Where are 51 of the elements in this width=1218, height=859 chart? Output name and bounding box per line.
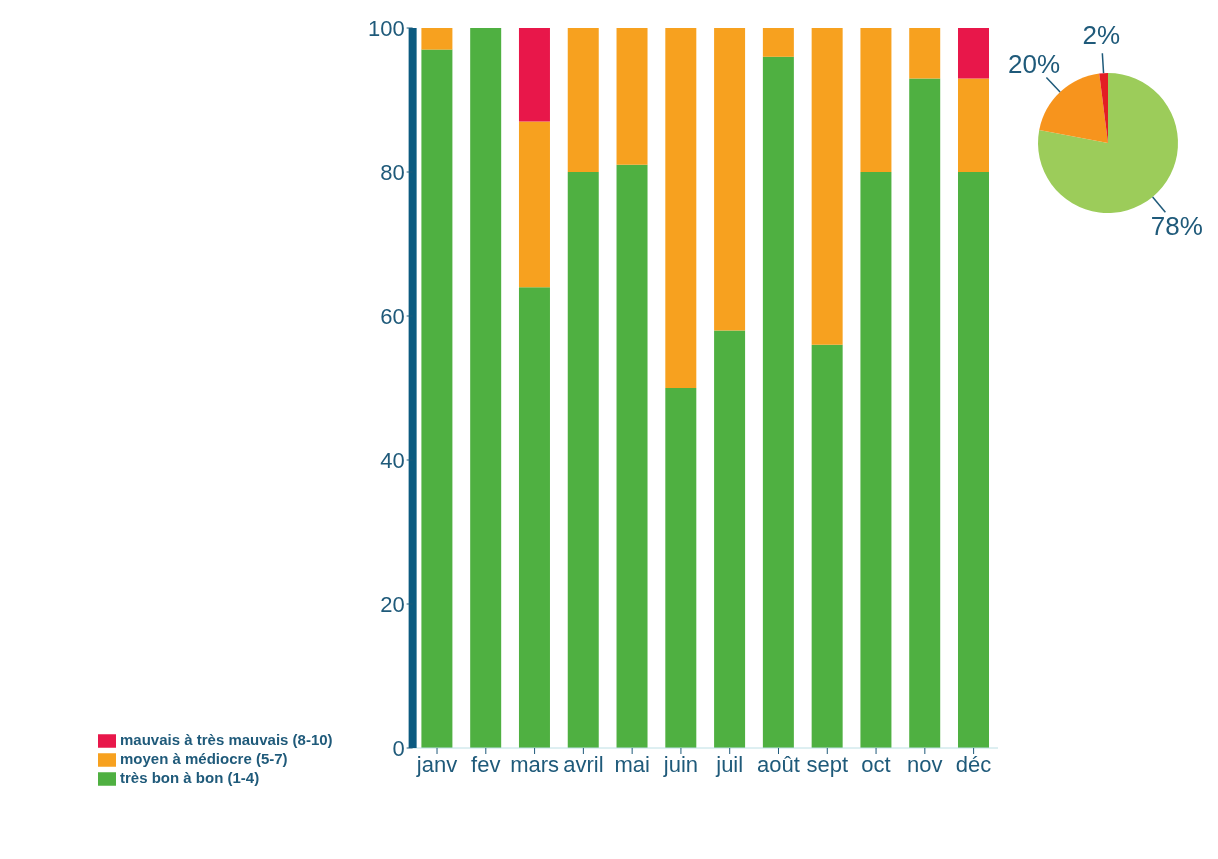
bar xyxy=(958,28,989,79)
bar xyxy=(714,28,746,331)
x-tick-label: nov xyxy=(907,751,943,777)
bar xyxy=(421,49,453,748)
y-tick-label: 40 xyxy=(380,447,405,473)
bar xyxy=(811,344,843,748)
x-tick-label: janv xyxy=(415,751,458,777)
bar xyxy=(714,330,746,748)
bar xyxy=(616,164,648,748)
y-tick-label: 0 xyxy=(392,735,405,761)
bar xyxy=(518,28,550,122)
legend-label: très bon à bon (1-4) xyxy=(120,768,260,786)
y-tick-label: 80 xyxy=(380,159,405,185)
data-label: 2% xyxy=(1082,20,1121,51)
x-tick-label: mai xyxy=(614,751,650,777)
y-tick-label: 100 xyxy=(367,15,405,41)
legend-label: moyen à médiocre (5-7) xyxy=(120,749,288,767)
bar xyxy=(665,28,697,388)
bar xyxy=(909,28,941,79)
bar xyxy=(762,28,794,57)
x-tick-label: juin xyxy=(662,751,699,777)
bar xyxy=(567,172,599,748)
x-tick-label: sept xyxy=(806,751,849,777)
x-tick-label: déc xyxy=(955,751,992,777)
bar xyxy=(518,121,550,288)
data-label: 78% xyxy=(1150,211,1203,242)
bar xyxy=(762,56,794,748)
bar xyxy=(518,287,550,748)
bar xyxy=(909,78,941,748)
x-tick-label: juil xyxy=(715,751,744,777)
bar xyxy=(470,28,502,748)
legend-label: mauvais à très mauvais (8-10) xyxy=(120,730,333,748)
x-tick-label: mars xyxy=(510,751,560,777)
y-tick-label: 60 xyxy=(380,303,405,329)
x-tick-label: oct xyxy=(861,751,891,777)
bar xyxy=(860,172,892,748)
bar xyxy=(421,28,453,50)
x-tick-label: avril xyxy=(563,751,604,777)
y-tick-label: 20 xyxy=(380,591,405,617)
x-tick-label: août xyxy=(757,751,800,777)
bar xyxy=(958,172,989,748)
bar xyxy=(616,28,648,165)
bar xyxy=(567,28,599,172)
x-tick-label: fev xyxy=(471,751,501,777)
bar xyxy=(958,78,989,172)
bar xyxy=(811,28,843,345)
data-label: 20% xyxy=(1008,49,1061,80)
bar xyxy=(860,28,892,172)
pie-slice xyxy=(1038,73,1178,213)
bar xyxy=(665,388,697,748)
pie-slice xyxy=(1039,73,1108,143)
